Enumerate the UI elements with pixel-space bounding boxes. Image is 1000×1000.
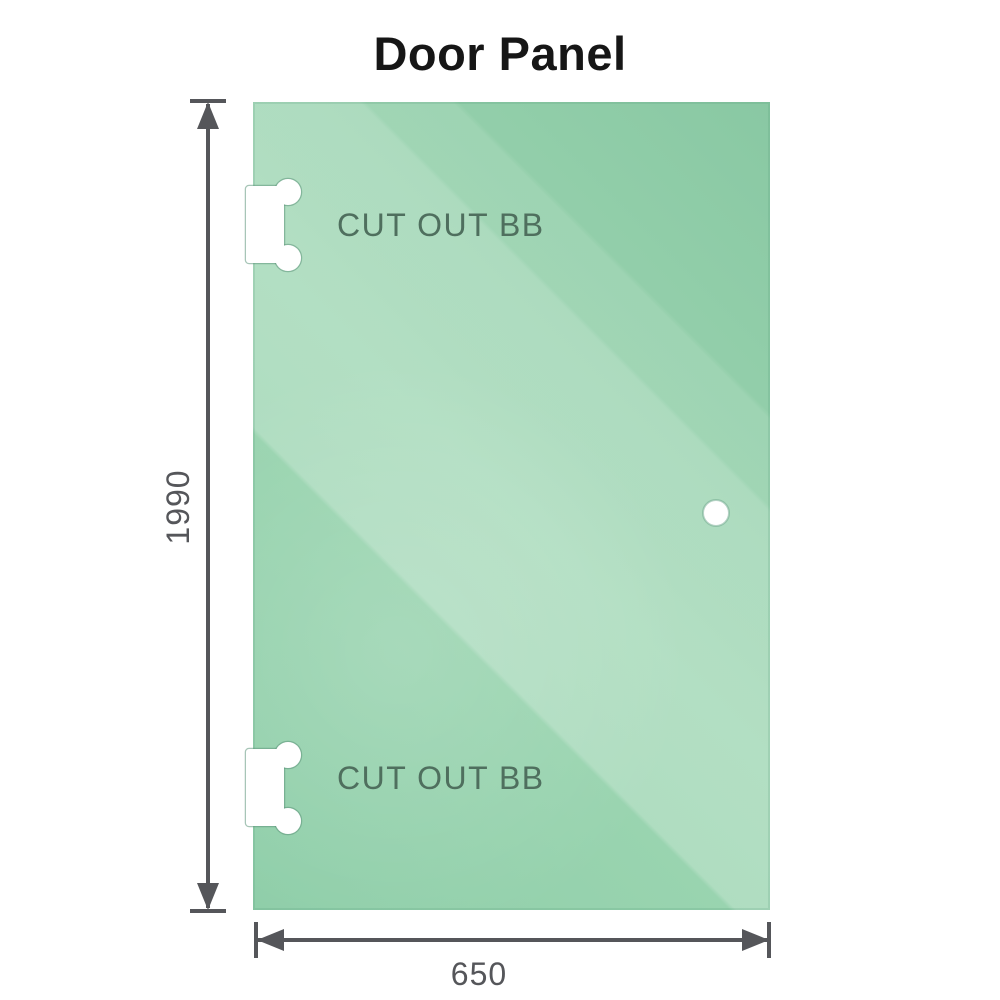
cutout-label-top: CUT OUT BB [337,207,545,243]
glass-panel [253,102,770,910]
arrow-down-icon [197,883,219,910]
cutout-label-bottom: CUT OUT BB [337,760,545,796]
width-dimension-label: 650 [450,956,508,992]
arrow-left-icon [257,929,284,951]
height-dimension [190,99,226,913]
arrow-right-icon [742,929,769,951]
height-dimension-label: 1990 [160,469,196,545]
arrow-up-icon [197,102,219,129]
width-dimension [254,922,771,958]
hinge-cutout-bottom [244,740,303,836]
handle-hole [702,499,730,527]
diagram-title: Door Panel [373,27,627,80]
hinge-cutout-top [244,177,303,273]
